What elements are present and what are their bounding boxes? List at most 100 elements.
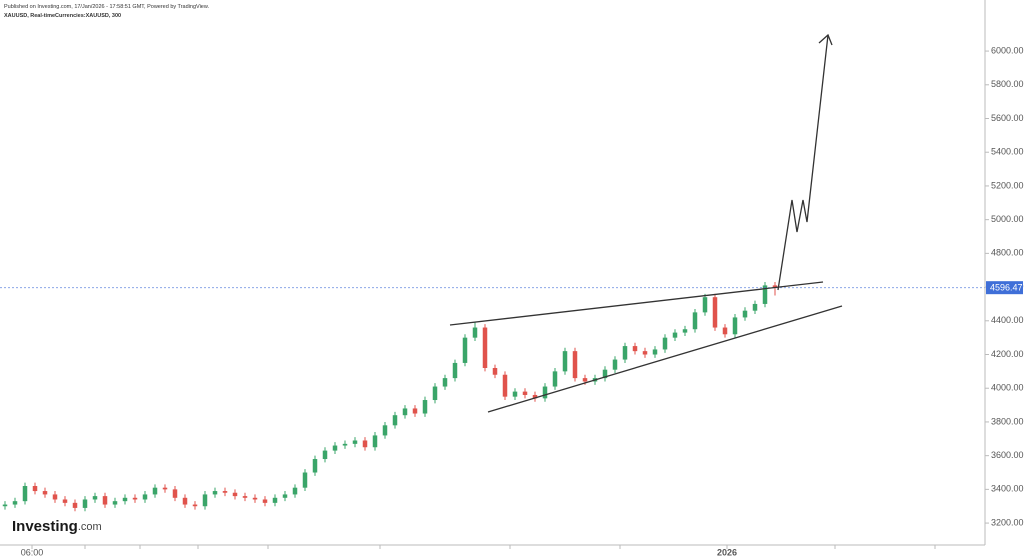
lower-trendline [487, 305, 843, 413]
candle-body [552, 371, 558, 387]
candle-body [142, 494, 148, 500]
candle-body [192, 504, 198, 507]
candle-body [312, 459, 318, 473]
candle-body [452, 362, 458, 379]
candle-body [422, 400, 428, 414]
candle-body [442, 378, 448, 387]
candle-body [342, 443, 348, 446]
candle-body [672, 332, 678, 338]
candle-body [262, 499, 268, 503]
candle-body [102, 496, 108, 505]
candle-body [632, 346, 638, 352]
candle-body [412, 408, 418, 414]
candle-body [512, 391, 518, 397]
candle-body [432, 386, 438, 401]
upper-trendline [449, 281, 824, 326]
candle-body [92, 496, 98, 500]
candle-body [32, 485, 38, 492]
y-tick-label: 3400.00 [991, 484, 1024, 494]
candle-body [522, 391, 528, 395]
price-label: 4596.47 [990, 283, 1023, 293]
candle-body [12, 501, 18, 505]
y-tick-label: 5400.00 [991, 147, 1024, 157]
candle-body [732, 317, 738, 335]
candle-body [612, 359, 618, 370]
candle-body [272, 497, 278, 503]
candle-body [292, 487, 298, 495]
candle-body [222, 491, 228, 493]
candle-body [332, 445, 338, 451]
candle-body [72, 502, 78, 508]
candle-body [562, 351, 568, 372]
x-tick-label: 06:00 [21, 547, 44, 557]
y-tick-label: 4400.00 [991, 315, 1024, 325]
candle-body [622, 346, 628, 360]
candle-body [712, 297, 718, 328]
candle-body [322, 450, 328, 460]
candle-body [182, 497, 188, 505]
y-tick-label: 3800.00 [991, 416, 1024, 426]
candle-body [22, 485, 28, 502]
candle-body [352, 440, 358, 444]
candle-body [402, 408, 408, 416]
candle-body [392, 415, 398, 426]
candle-body [652, 349, 658, 355]
candle-body [772, 285, 778, 288]
candle-body [742, 310, 748, 318]
candle-body [542, 386, 548, 399]
candle-body [662, 337, 668, 350]
candle-body [242, 496, 248, 498]
candle-body [172, 489, 178, 498]
y-tick-label: 5800.00 [991, 79, 1024, 89]
candle-body [252, 497, 258, 500]
candle-body [572, 351, 578, 379]
candle-body [462, 337, 468, 363]
candle-body [52, 494, 58, 500]
candle-body [482, 327, 488, 368]
candle-body [372, 435, 378, 448]
candle-body [722, 327, 728, 335]
y-tick-label: 3600.00 [991, 450, 1024, 460]
candle-body [152, 487, 158, 495]
candle-body [302, 472, 308, 488]
projection-arrow [777, 34, 829, 291]
y-tick-label: 4800.00 [991, 248, 1024, 258]
plot-area [0, 282, 985, 512]
candle-body [62, 499, 68, 503]
candle-body [42, 491, 48, 495]
candle-body [232, 492, 238, 497]
candle-body [492, 367, 498, 375]
candle-body [282, 494, 288, 498]
candle-body [602, 369, 608, 379]
candle-body [362, 440, 368, 448]
y-tick-label: 4200.00 [991, 349, 1024, 359]
price-label-box [986, 281, 1023, 295]
logo-suffix: .com [78, 521, 102, 533]
logo-main: Investing [12, 518, 78, 535]
drawings [449, 33, 843, 413]
candle-body [382, 425, 388, 436]
candle-body [702, 297, 708, 313]
candle-body [122, 497, 128, 502]
x-tick-label: 2026 [717, 547, 737, 557]
y-tick-label: 4000.00 [991, 383, 1024, 393]
candle-body [132, 497, 138, 500]
candle-body [162, 487, 168, 490]
arrow-head [818, 33, 833, 46]
y-tick-label: 5600.00 [991, 113, 1024, 123]
y-tick-label: 5200.00 [991, 180, 1024, 190]
candle-body [472, 327, 478, 338]
candle-body [692, 312, 698, 330]
candle-body [762, 285, 768, 304]
candle-body [202, 494, 208, 507]
publish-note: Published on Investing.com, 17/Jan/2026 … [4, 4, 210, 10]
candle-body [642, 351, 648, 355]
candle-body [532, 394, 538, 399]
symbol-info: XAUUSD, Real-timeCurrencies:XAUUSD, 300 [4, 13, 121, 19]
candle-body [2, 504, 8, 507]
y-tick-label: 6000.00 [991, 45, 1024, 55]
candle-body [502, 374, 508, 397]
x-minor-ticks [84, 545, 936, 549]
